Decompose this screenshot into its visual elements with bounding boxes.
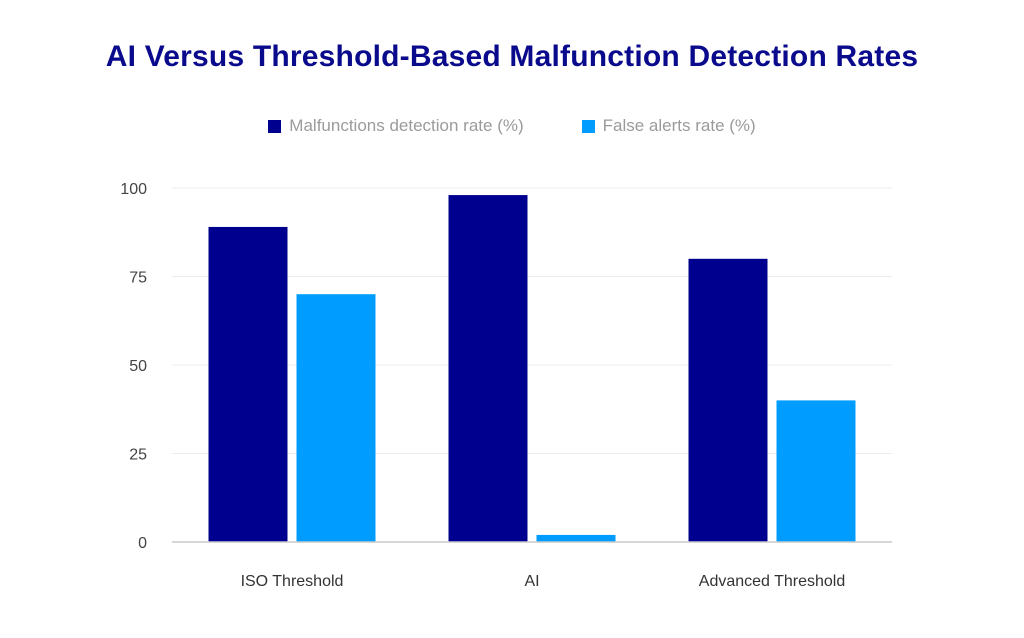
chart-title: AI Versus Threshold-Based Malfunction De… (105, 40, 919, 73)
y-tick-label: 75 (129, 270, 147, 287)
bar-detection-1 (448, 195, 528, 542)
x-axis-ticks: ISO Threshold AI Advanced Threshold (241, 573, 846, 590)
bar-false-alerts-1 (536, 534, 616, 542)
chart-legend: Malfunctions detection rate (%) False al… (0, 116, 1024, 136)
y-axis-ticks: 0 25 50 75 100 (120, 181, 147, 552)
bars-layer (208, 195, 856, 542)
grid-layer (172, 187, 892, 454)
bar-false-alerts-0 (296, 294, 376, 542)
legend-swatch-detection (268, 119, 282, 133)
legend-item-false-alerts: False alerts rate (%) (581, 116, 756, 136)
legend-swatch-false-alerts (581, 119, 595, 133)
legend-label-false-alerts: False alerts rate (%) (602, 116, 756, 135)
y-tick-label: 0 (138, 535, 147, 552)
bar-detection-0 (208, 226, 288, 542)
y-tick-label: 50 (129, 358, 147, 375)
bar-detection-2 (688, 258, 768, 542)
x-tick-label: Advanced Threshold (699, 573, 845, 590)
y-tick-label: 25 (129, 447, 147, 464)
x-tick-label: AI (524, 573, 539, 590)
bar-false-alerts-2 (776, 400, 856, 542)
legend-item-detection: Malfunctions detection rate (%) (268, 116, 524, 136)
legend-label-detection: Malfunctions detection rate (%) (289, 116, 524, 135)
x-tick-label: ISO Threshold (241, 573, 344, 590)
y-tick-label: 100 (120, 181, 147, 198)
